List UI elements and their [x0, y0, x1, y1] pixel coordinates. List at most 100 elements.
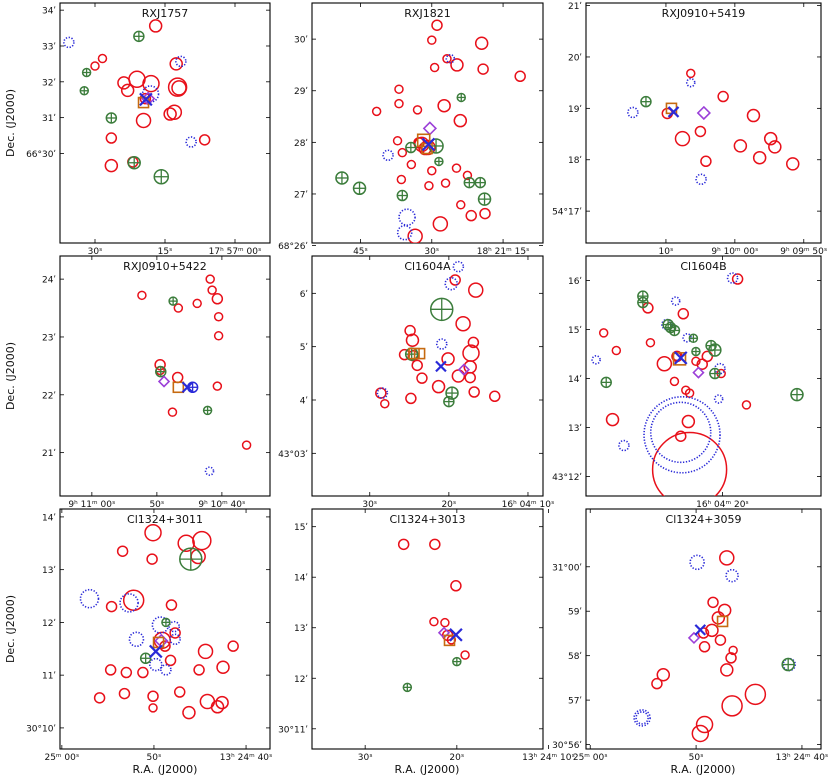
blue-dotted-circle-marker — [382, 149, 394, 162]
blue-dotted-circle-marker — [435, 338, 448, 350]
panel-rxj0910-5422: RXJ0910+5422 9ʰ 11ᵐ 00ˢ 50ˢ 9ʰ 10ᵐ 40ˢ 21ʹ 22… — [42, 255, 271, 510]
red-circle-marker — [465, 209, 477, 222]
y-tick-label: 14ʹ — [294, 573, 308, 584]
x-tick-label: 20ˢ — [441, 500, 456, 510]
red-circle-marker — [105, 132, 118, 144]
y-tick-label: 15ʹ — [568, 325, 582, 336]
y-tick-label: 22ʹ — [42, 390, 56, 401]
red-circle-marker — [154, 358, 166, 371]
red-circle-marker — [477, 63, 489, 75]
red-circle-marker — [669, 376, 680, 387]
red-circle-marker — [605, 412, 620, 427]
red-circle-marker — [169, 57, 183, 71]
plot-frame — [585, 255, 822, 497]
plot-frame — [585, 2, 822, 244]
blue-dotted-circle-marker — [452, 260, 465, 273]
red-circle-marker — [216, 660, 230, 674]
red-circle-marker — [464, 371, 476, 384]
y-tick-label: 57ʹ — [568, 696, 582, 707]
orange-square-marker — [413, 347, 426, 360]
green-crosshair-marker — [335, 171, 349, 185]
blue-dotted-circle-marker — [63, 36, 75, 49]
red-circle-marker — [695, 715, 714, 734]
red-circle-marker — [142, 74, 160, 93]
red-circle-marker — [412, 105, 423, 115]
y-tick-label: 31ʹ — [42, 113, 56, 124]
panel-title: Cl1324+3013 — [390, 513, 466, 526]
y-tick-label: 43°03ʹ — [278, 449, 308, 460]
blue-dotted-circle-marker — [148, 657, 163, 672]
marker-layer — [397, 538, 470, 693]
green-crosshair-marker — [396, 189, 409, 202]
plot-frame — [59, 255, 271, 497]
y-tick-label: 59ʹ — [568, 607, 582, 618]
red-circle-marker — [118, 687, 131, 700]
panel-title: RXJ0910+5419 — [662, 7, 746, 20]
red-circle-marker — [429, 538, 441, 551]
red-circle-marker — [171, 80, 187, 96]
green-crosshair-marker — [127, 156, 141, 170]
x-tick-label: 30ˢ — [362, 500, 377, 510]
red-circle-marker — [371, 106, 382, 117]
y-tick-label: 30°56ʹ — [552, 740, 582, 751]
red-circle-marker — [488, 390, 501, 403]
x-tick-label: 13ʰ 24ᵐ 40ˢ — [220, 753, 273, 763]
blue-dotted-circle-marker — [627, 106, 639, 119]
y-tick-label: 33ʹ — [42, 41, 56, 52]
red-circle-marker — [116, 545, 129, 557]
y-tick-label: 21ʹ — [568, 1, 582, 12]
red-circle-marker — [163, 107, 177, 121]
red-circle-marker — [440, 617, 450, 628]
x-tick-label: 50ˢ — [147, 753, 162, 763]
red-circle-marker — [675, 430, 687, 442]
green-crosshair-marker — [456, 92, 466, 103]
marker-layer — [633, 550, 797, 743]
panel-title: RXJ1821 — [404, 7, 450, 20]
red-circle-marker — [432, 216, 449, 232]
red-circle-marker — [148, 19, 163, 33]
y-tick-label: 29ʹ — [294, 86, 308, 97]
blue-dotted-circle-marker — [649, 401, 712, 464]
green-crosshair-marker — [352, 181, 367, 196]
red-circle-marker — [474, 36, 489, 51]
green-crosshair-marker — [434, 156, 444, 167]
blue-dotted-circle-marker — [591, 355, 601, 365]
red-circle-marker — [397, 147, 408, 158]
x-tick-label: 9ʰ 11ᵐ 00ˢ — [68, 500, 115, 510]
y-tick-label: 21ʹ — [42, 448, 56, 459]
red-circle-marker — [763, 131, 778, 146]
red-circle-marker — [104, 664, 117, 676]
y-axis-label-row3: Dec. (J2000) — [4, 595, 17, 663]
red-circle-marker — [431, 19, 443, 31]
y-tick-label: 58ʹ — [568, 651, 582, 662]
panel-cl1324-3013: Cl1324+3013 30ˢ 20ˢ 13ʰ 24ᵐ 10ˢ 30°11ʹ 12ʹ 13ʹ… — [278, 508, 575, 763]
red-circle-marker — [137, 290, 147, 301]
red-circle-marker — [182, 705, 196, 720]
red-circle-marker — [674, 130, 691, 147]
blue-dotted-circle-marker — [445, 53, 456, 64]
red-circle-marker — [227, 640, 239, 652]
blue-x-marker — [667, 106, 680, 118]
red-circle-marker — [698, 641, 711, 653]
y-tick-label: 19ʹ — [568, 104, 582, 115]
y-tick-label: 11ʹ — [42, 671, 56, 682]
x-tick-label: 25ᵐ 00ˢ — [44, 753, 79, 763]
red-circle-marker — [651, 677, 663, 690]
red-circle-marker — [147, 690, 159, 703]
x-tick-label: 17ʰ 57ᵐ 00ˢ — [209, 247, 262, 257]
plot-frame — [311, 255, 544, 497]
y-tick-label: 43°12ʹ — [552, 472, 582, 483]
red-circle-marker — [707, 596, 719, 609]
y-tick-label: 34ʹ — [42, 6, 56, 17]
red-circle-marker — [427, 35, 437, 45]
panel-title: RXJ1757 — [142, 7, 188, 20]
blue-dotted-circle-marker — [128, 631, 145, 648]
red-circle-marker — [455, 315, 471, 332]
panel-cl1324-3059: Cl1324+3059 25ᵐ 00ˢ 50ˢ 13ʰ 24ᵐ 40ˢ 30°56ʹ 57… — [552, 508, 828, 763]
red-circle-marker — [411, 359, 423, 372]
y-tick-label: 20ʹ — [568, 52, 582, 63]
blue-dotted-circle-marker — [168, 620, 181, 633]
red-circle-marker — [681, 414, 696, 429]
x-axis-label-col1: R.A. (J2000) — [133, 763, 198, 776]
